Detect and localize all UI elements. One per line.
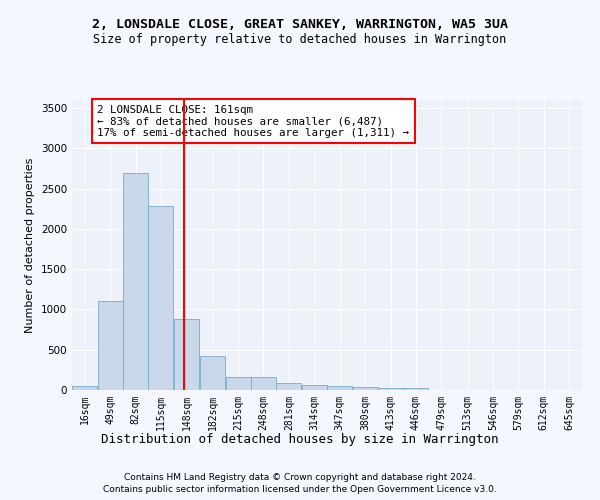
Bar <box>327 386 352 390</box>
Bar <box>251 376 276 390</box>
Y-axis label: Number of detached properties: Number of detached properties <box>25 158 35 332</box>
Text: Contains public sector information licensed under the Open Government Licence v3: Contains public sector information licen… <box>103 485 497 494</box>
Text: Size of property relative to detached houses in Warrington: Size of property relative to detached ho… <box>94 32 506 46</box>
Bar <box>72 386 97 390</box>
Bar <box>98 302 122 390</box>
Text: Contains HM Land Registry data © Crown copyright and database right 2024.: Contains HM Land Registry data © Crown c… <box>124 472 476 482</box>
Bar <box>302 385 327 390</box>
Text: Distribution of detached houses by size in Warrington: Distribution of detached houses by size … <box>101 432 499 446</box>
Bar <box>200 356 225 390</box>
Bar <box>174 319 199 390</box>
Bar <box>378 388 403 390</box>
Bar <box>148 206 173 390</box>
Bar <box>226 376 251 390</box>
Bar <box>277 383 301 390</box>
Bar <box>403 388 428 390</box>
Text: 2 LONSDALE CLOSE: 161sqm
← 83% of detached houses are smaller (6,487)
17% of sem: 2 LONSDALE CLOSE: 161sqm ← 83% of detach… <box>97 105 409 138</box>
Bar <box>353 387 377 390</box>
Bar <box>123 172 148 390</box>
Text: 2, LONSDALE CLOSE, GREAT SANKEY, WARRINGTON, WA5 3UA: 2, LONSDALE CLOSE, GREAT SANKEY, WARRING… <box>92 18 508 30</box>
